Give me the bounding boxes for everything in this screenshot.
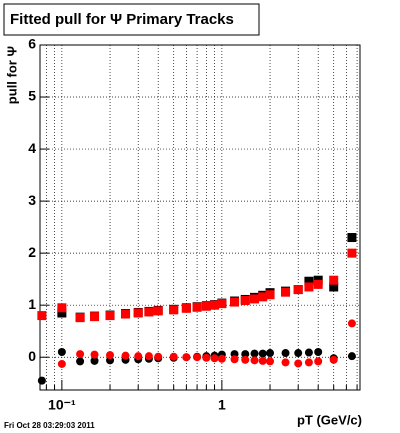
marker [210,354,219,363]
marker [76,350,85,359]
marker [347,233,357,243]
marker [347,319,356,328]
marker [266,357,275,366]
x-axis-label: pT (GeV/c) [297,412,362,427]
marker [90,350,99,359]
marker [75,313,85,323]
marker [266,349,275,358]
marker [250,349,259,358]
x-tick-label: 1 [218,397,226,413]
chart-title: Fitted pull for Ψ Primary Tracks [10,11,234,28]
marker [90,356,99,365]
marker [37,311,47,321]
marker [76,357,85,366]
marker [258,356,267,365]
marker [57,308,67,318]
marker [230,355,239,364]
marker [217,299,227,309]
y-tick-label: 6 [28,36,36,52]
marker [281,287,291,297]
marker [134,352,143,361]
marker [230,297,240,307]
marker [169,352,178,361]
marker [121,309,131,319]
marker [181,303,191,313]
marker [281,358,290,367]
marker [329,355,338,364]
marker [154,352,163,361]
y-tick-label: 5 [28,88,36,104]
x-tick-label: 10⁻¹ [48,397,76,413]
y-tick-label: 3 [28,192,36,208]
marker [241,350,250,359]
marker [250,356,259,365]
marker [57,359,66,368]
y-tick-label: 4 [28,140,36,156]
marker [182,353,191,362]
marker [106,351,115,360]
footer: Fri Oct 28 03:29:03 2011 [4,421,95,430]
marker [193,353,202,362]
marker [144,352,153,361]
y-tick-label: 2 [28,244,36,260]
marker [265,290,275,300]
y-tick-label: 1 [28,296,36,312]
marker [37,376,46,385]
y-axis-label: pull for Ψ [4,46,19,104]
marker [304,276,314,286]
marker [304,282,314,292]
marker [192,302,202,312]
marker [294,359,303,368]
marker [281,349,290,358]
marker [240,295,250,305]
marker [133,308,143,318]
marker [57,303,67,313]
marker [250,294,260,304]
title-box [3,3,260,36]
marker [304,348,313,357]
marker [90,312,100,322]
marker [210,300,220,310]
marker [314,357,323,366]
marker [169,305,179,315]
marker [347,248,357,258]
marker [347,352,356,361]
marker [258,349,267,358]
marker [258,292,268,302]
marker [329,275,339,285]
marker [202,353,211,362]
marker [57,348,66,357]
marker [314,348,323,357]
marker [241,355,250,364]
y-tick-label: 0 [28,348,36,364]
marker [304,358,313,367]
marker [329,282,339,292]
marker [121,351,130,360]
marker [293,285,303,295]
marker [153,306,163,316]
marker [105,311,115,321]
marker [217,354,226,363]
marker [313,279,323,289]
marker [294,349,303,358]
marker [201,301,211,311]
marker [144,307,154,317]
